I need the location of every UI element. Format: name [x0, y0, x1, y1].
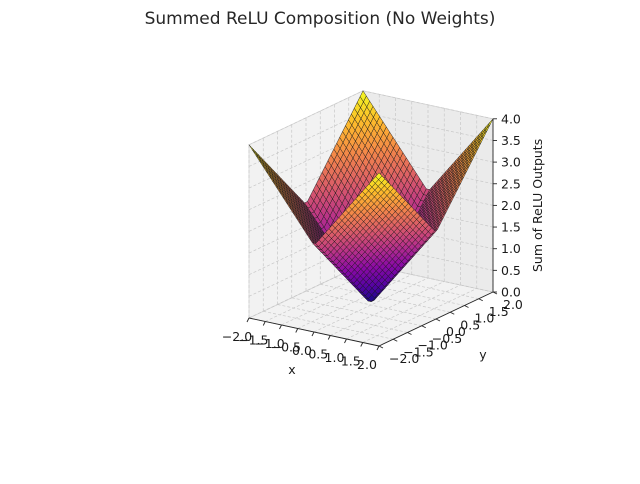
y-tick [464, 305, 469, 308]
y-tick [421, 325, 426, 329]
x-tick [311, 331, 315, 337]
x-tick-label: 1.5 [341, 354, 361, 369]
z-tick-label: 0.5 [501, 263, 521, 278]
x-tick [327, 335, 331, 340]
grid-line [313, 277, 429, 333]
y-tick [407, 332, 412, 335]
z-tick-label: 4.0 [501, 111, 521, 126]
x-tick [344, 338, 347, 344]
x-tick [376, 345, 380, 351]
surface-cell [248, 144, 256, 154]
grid-line [330, 281, 445, 336]
y-tick-label: 1.0 [475, 311, 495, 326]
chart-title: Summed ReLU Composition (No Weights) [144, 9, 496, 29]
grid-line [277, 304, 408, 333]
x-tick-label: 1.0 [325, 350, 345, 365]
grid-line [248, 112, 364, 167]
y-tick-label: −2.0 [389, 351, 419, 366]
y-tick-label: 0.5 [460, 317, 480, 332]
grid-line [305, 290, 437, 320]
y-tick [393, 338, 398, 342]
surface-cell [375, 172, 383, 180]
z-tick-label: 3.5 [501, 133, 521, 148]
y-tick-label: −1.5 [403, 344, 433, 359]
grid-line [362, 112, 494, 141]
y-tick-label: −0.5 [432, 331, 462, 346]
y-tick [478, 298, 483, 302]
y-tick [378, 345, 384, 349]
z-tick-label: 2.5 [501, 176, 521, 191]
z-tick-label: 2.0 [501, 198, 521, 213]
x-tick [246, 317, 250, 323]
x-tick-label: 0.0 [292, 343, 312, 358]
x-tick-label: −2.0 [222, 329, 252, 344]
z-tick-label: 1.5 [501, 220, 521, 235]
grid-line [263, 310, 394, 340]
y-axis-label: y [479, 347, 487, 362]
x-tick [262, 321, 266, 326]
x-tick-label: 0.5 [308, 347, 328, 362]
z-axis-label: Sum of ReLU Outputs [530, 139, 545, 272]
grid-line [346, 284, 461, 340]
x-tick-label: −1.0 [254, 336, 284, 351]
y-tick-label: −1.0 [418, 338, 448, 353]
grid-line [320, 283, 451, 313]
grid-line [297, 274, 412, 329]
x-tick [360, 342, 364, 347]
x-tick [295, 328, 299, 333]
y-tick-label: 2.0 [503, 297, 523, 312]
x-axis-label: x [288, 362, 295, 377]
axes: −2.0−1.5−1.0−0.50.00.51.01.52.0 −2.0−1.5−… [222, 111, 545, 377]
y-tick [450, 311, 455, 315]
grid-line [248, 90, 364, 146]
grid-line [362, 288, 477, 343]
y-tick [435, 318, 441, 322]
z-tick-label: 3.0 [501, 155, 521, 170]
x-tick-label: −1.5 [238, 333, 268, 348]
z-tick-label: 0.0 [501, 285, 521, 300]
surface-mesh [248, 90, 494, 302]
z-tick-label: 1.0 [501, 241, 521, 256]
x-tick-label: 2.0 [357, 357, 377, 372]
grid-line [291, 297, 422, 327]
y-tick-label: 0.0 [446, 324, 466, 339]
y-tick-label: 1.5 [489, 304, 509, 319]
x-tick-label: −0.5 [271, 340, 301, 355]
x-tick [279, 324, 282, 330]
grid-line [362, 90, 494, 120]
